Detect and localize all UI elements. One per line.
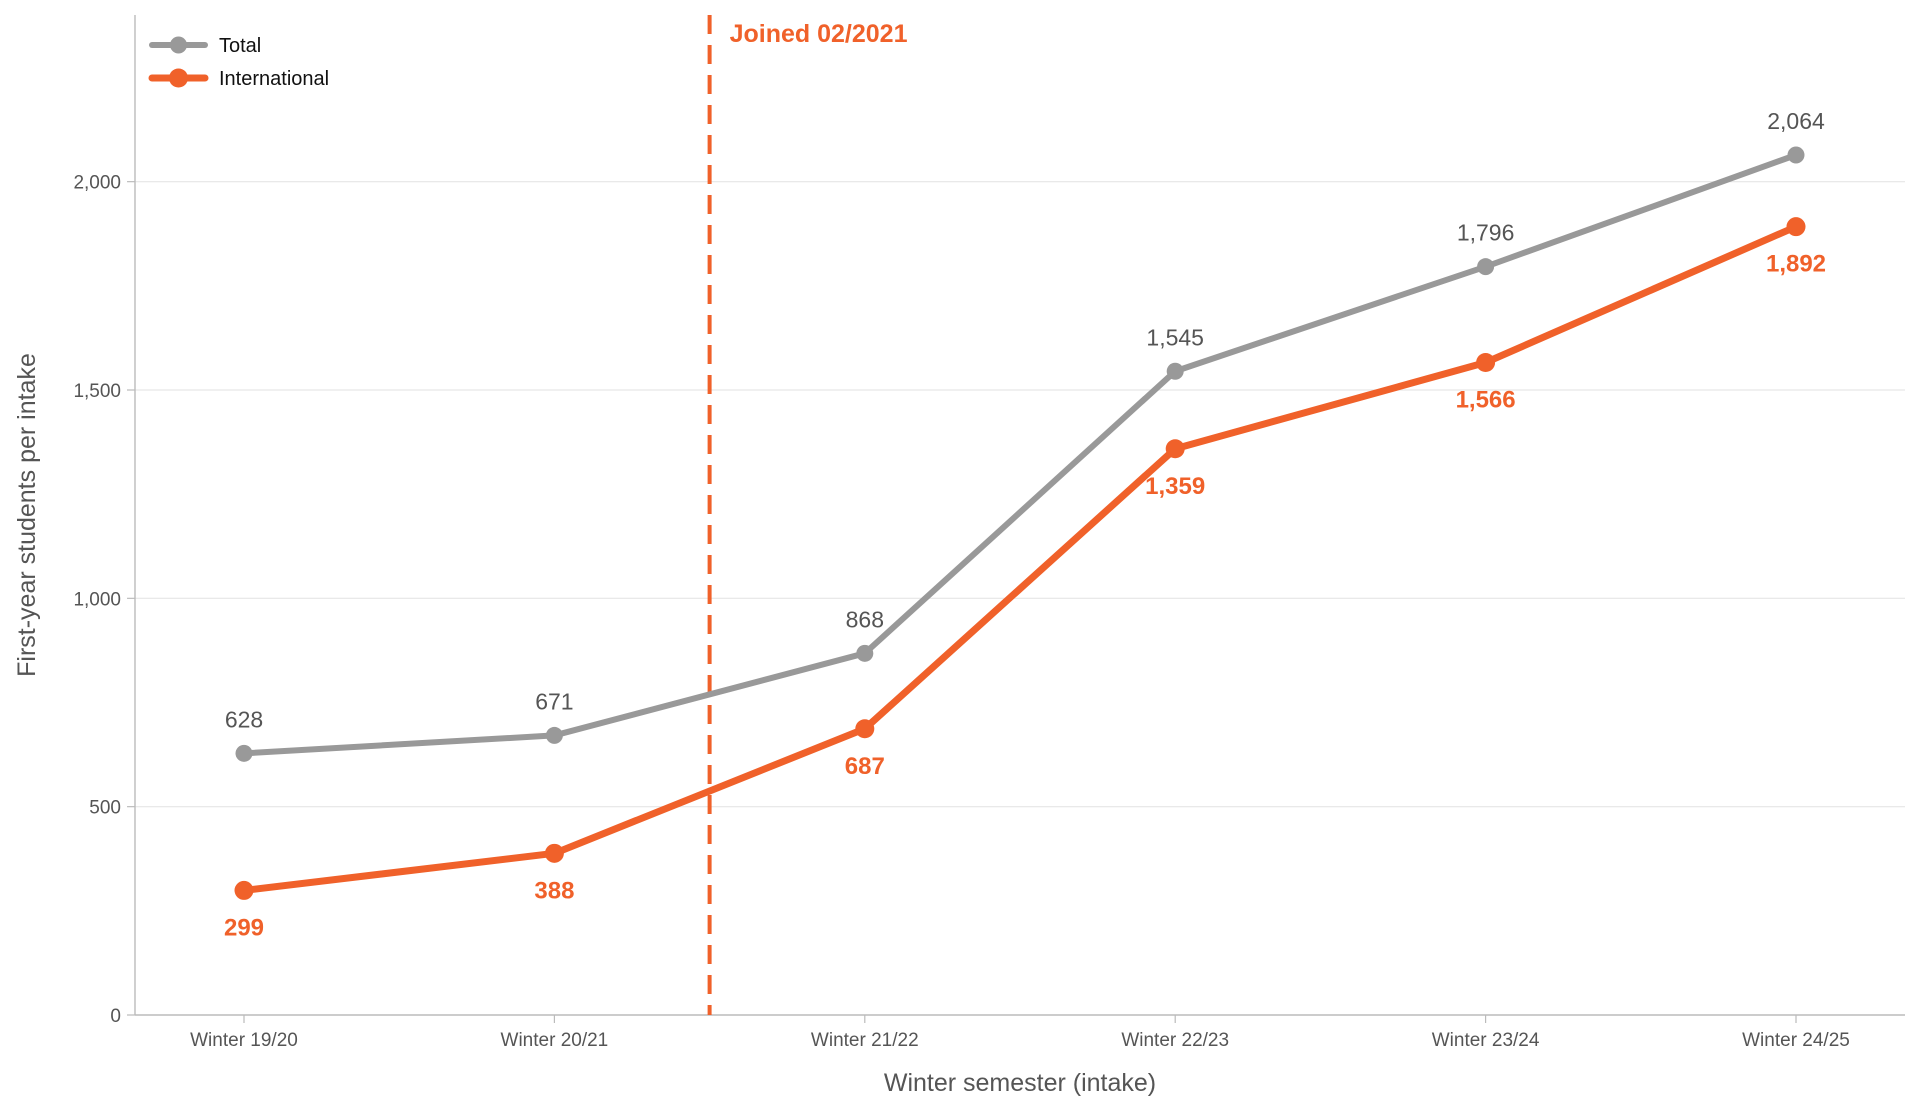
series-line-total xyxy=(241,152,1799,757)
data-point-international[interactable] xyxy=(234,880,254,900)
legend-label: Total xyxy=(219,35,261,57)
data-labels: 628 671 868 1,545 1,796 2,064 299 388 687 1,359 1,… xyxy=(224,108,1826,941)
data-point-total[interactable] xyxy=(235,744,253,762)
series-line-international xyxy=(240,223,1800,894)
y-tick-label: 2,000 xyxy=(73,173,121,194)
data-point-total[interactable] xyxy=(545,726,563,744)
data-point-international[interactable] xyxy=(1476,353,1496,372)
legend-marker xyxy=(170,36,187,54)
data-label-total: 2,064 xyxy=(1767,108,1825,134)
x-tick-label: Winter 23/24 xyxy=(1432,1030,1540,1051)
data-label-total: 628 xyxy=(225,706,263,732)
y-tick-label: 1,500 xyxy=(73,381,121,402)
data-point-international[interactable] xyxy=(1165,439,1185,459)
x-tick-label: Winter 20/21 xyxy=(501,1030,609,1051)
legend-item-international[interactable]: International xyxy=(148,68,329,90)
data-point-total[interactable] xyxy=(856,644,874,662)
data-label-international: 1,892 xyxy=(1766,251,1826,278)
y-tick-label: 500 xyxy=(89,798,121,819)
x-tick-label: Winter 21/22 xyxy=(811,1030,919,1051)
legend-item-total[interactable]: Total xyxy=(149,35,261,57)
data-point-total[interactable] xyxy=(1166,362,1184,380)
data-point-total[interactable] xyxy=(1477,258,1495,276)
data-label-international: 388 xyxy=(534,877,574,904)
annotation: Joined 02/2021 xyxy=(707,15,908,1015)
data-label-total: 671 xyxy=(535,688,573,714)
legend-label: International xyxy=(219,68,329,90)
data-label-international: 687 xyxy=(845,753,885,780)
data-label-international: 299 xyxy=(224,914,264,941)
gridlines xyxy=(135,181,1905,808)
y-tick-label: 0 xyxy=(110,1006,121,1027)
y-tick-label: 1,000 xyxy=(73,589,121,610)
annotation-label: Joined 02/2021 xyxy=(730,20,908,48)
legend[interactable]: Total International xyxy=(148,35,329,90)
data-point-international[interactable] xyxy=(1786,217,1806,237)
x-tick-label: Winter 22/23 xyxy=(1121,1030,1229,1051)
data-label-international: 1,566 xyxy=(1456,387,1516,414)
legend-marker xyxy=(169,68,188,88)
data-label-total: 868 xyxy=(846,606,884,632)
x-tick-label: Winter 24/25 xyxy=(1742,1030,1850,1051)
data-point-international[interactable] xyxy=(855,719,875,739)
data-point-international[interactable] xyxy=(544,843,564,863)
data-label-international: 1,359 xyxy=(1145,473,1205,500)
data-point-total[interactable] xyxy=(1787,146,1805,164)
y-axis-title: First-year students per intake xyxy=(13,353,41,677)
data-label-total: 1,545 xyxy=(1146,324,1204,350)
axes: 0 500 1,000 1,500 2,000 Winter 19/20 Winter 20… xyxy=(13,15,1905,1097)
x-tick-label: Winter 19/20 xyxy=(190,1030,298,1051)
data-label-total: 1,796 xyxy=(1457,220,1515,246)
series xyxy=(234,146,1806,900)
x-axis-title: Winter semester (intake) xyxy=(884,1069,1156,1097)
